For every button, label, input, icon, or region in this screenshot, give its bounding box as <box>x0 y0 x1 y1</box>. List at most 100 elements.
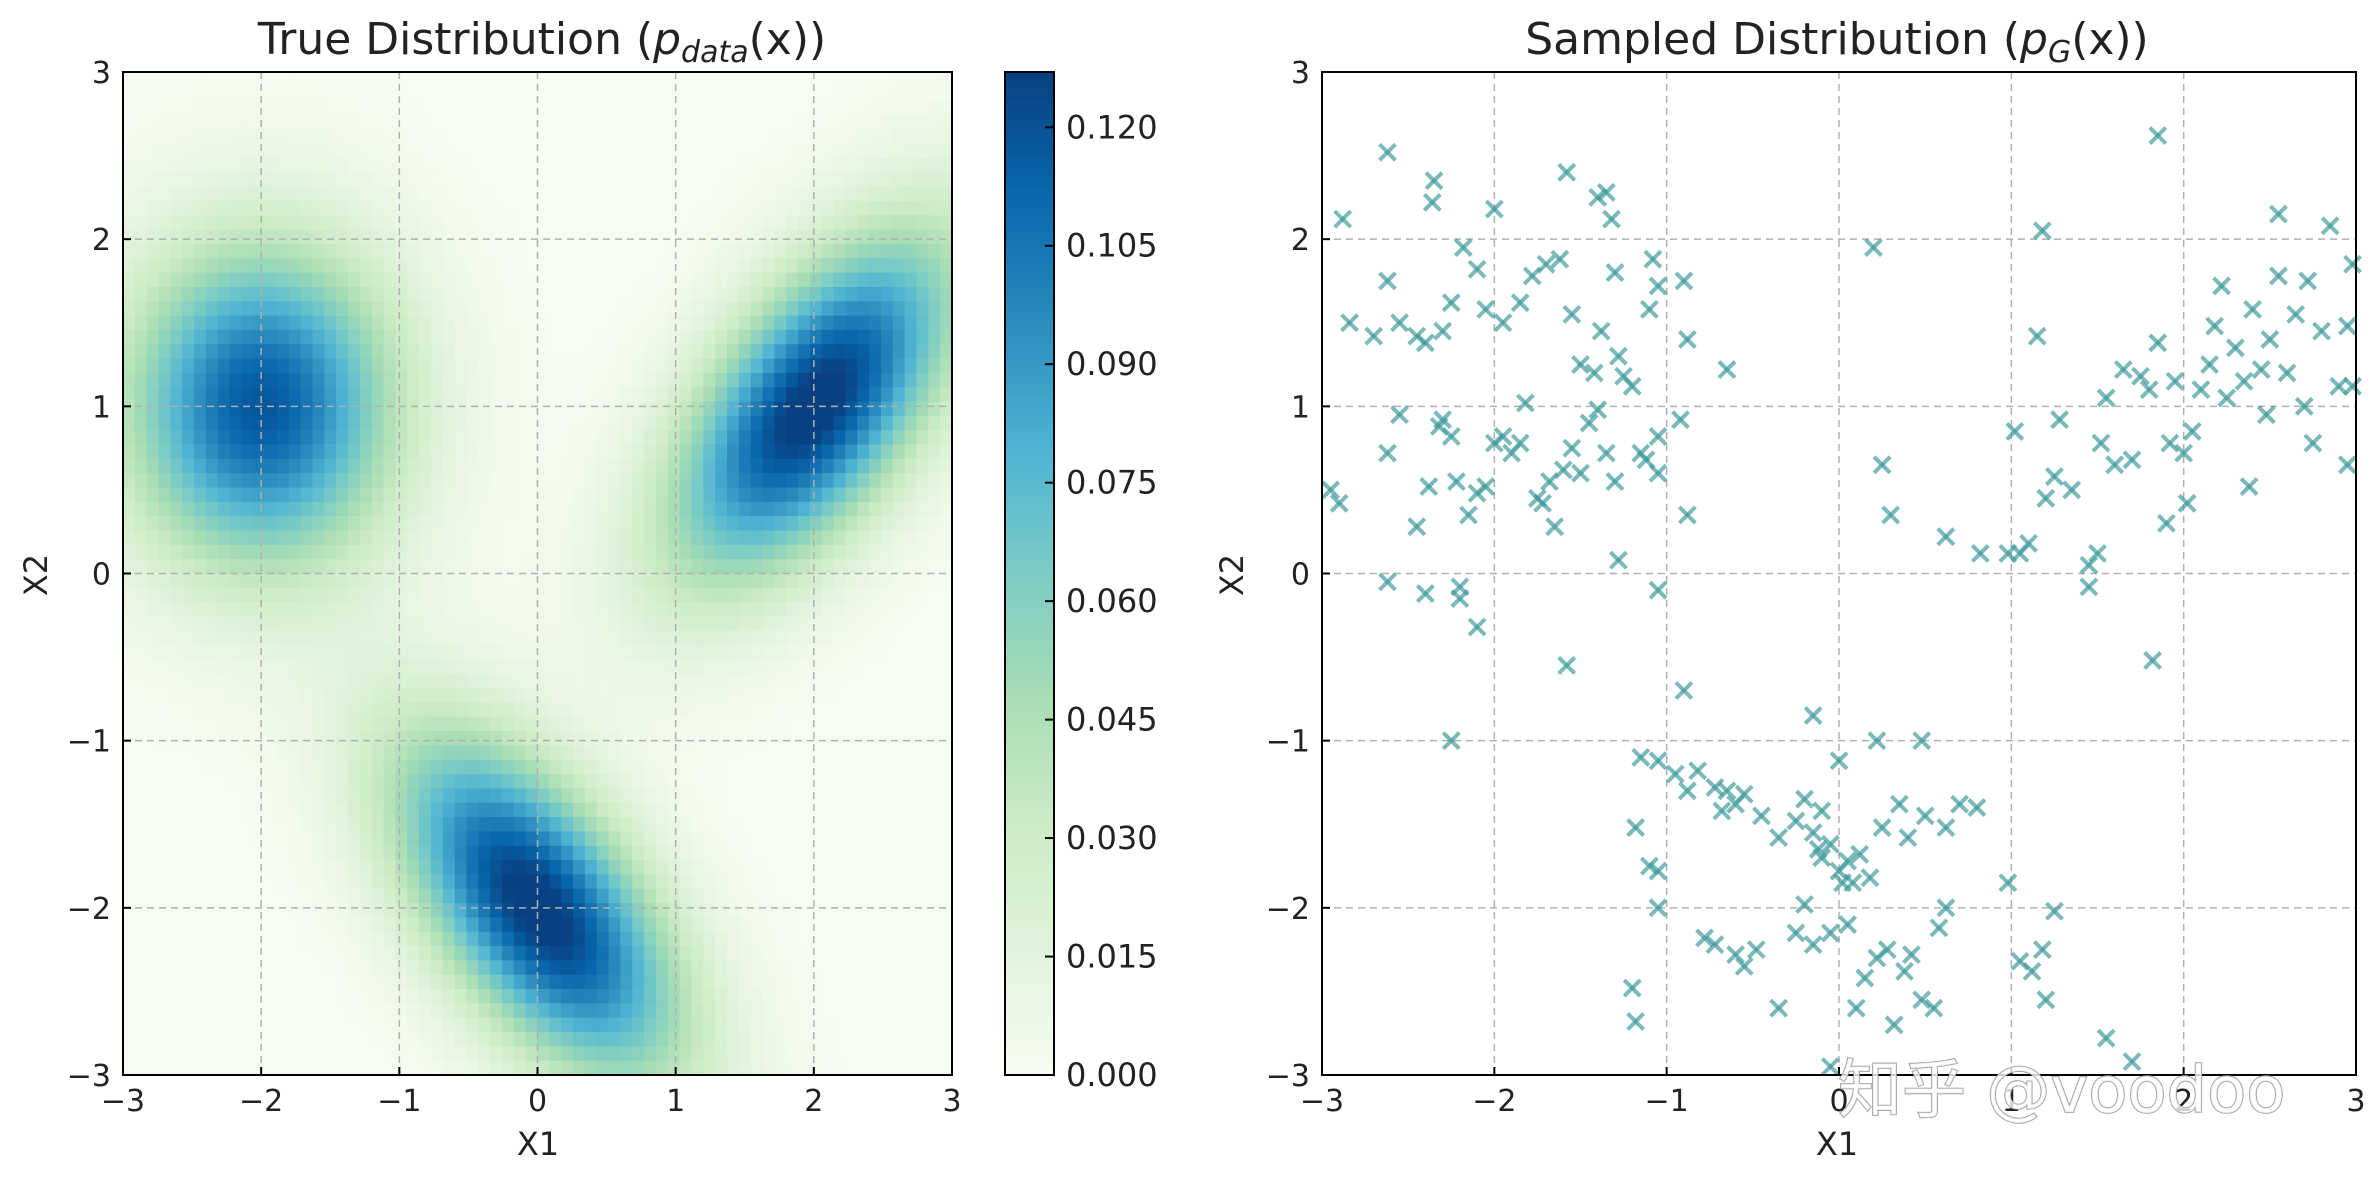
heatmap-cell <box>123 1060 136 1076</box>
heatmap-cell <box>490 645 503 661</box>
heatmap-cell <box>324 559 337 575</box>
heatmap-cell <box>857 344 870 360</box>
heatmap-cell <box>750 802 764 818</box>
heatmap-cell <box>205 286 219 303</box>
heatmap-cell <box>490 759 503 775</box>
heatmap-cell <box>383 430 397 446</box>
heatmap-cell <box>478 200 491 217</box>
heatmap-cell <box>276 329 290 346</box>
heatmap-cell <box>513 286 527 303</box>
heatmap-cell <box>265 845 278 861</box>
heatmap-cell <box>596 186 610 202</box>
heatmap-cell <box>324 243 337 260</box>
heatmap-cell <box>123 630 136 646</box>
heatmap-cell <box>478 788 491 804</box>
heatmap-cell <box>407 931 420 947</box>
heatmap-cell <box>217 645 231 661</box>
heatmap-cell <box>857 129 870 145</box>
heatmap-cell <box>821 845 835 861</box>
heatmap-cell <box>336 129 349 145</box>
heatmap-cell <box>430 544 444 560</box>
heatmap-cell <box>430 186 444 202</box>
heatmap-cell <box>549 401 562 417</box>
heatmap-cell <box>336 860 349 876</box>
x-tick-label: −1 <box>377 1084 421 1119</box>
heatmap-cell <box>241 129 255 145</box>
heatmap-cell <box>644 831 657 847</box>
heatmap-cell <box>928 888 941 904</box>
heatmap-cell <box>916 903 930 919</box>
heatmap-cell <box>229 329 243 346</box>
heatmap-cell <box>466 903 480 919</box>
heatmap-cell <box>454 358 468 374</box>
heatmap-cell <box>395 616 409 632</box>
heatmap-cell <box>679 659 693 675</box>
heatmap-cell <box>134 917 148 933</box>
heatmap-cell <box>182 602 195 618</box>
heatmap-cell <box>217 215 231 231</box>
heatmap-cell <box>596 759 610 775</box>
heatmap-cell <box>786 931 799 947</box>
heatmap-cell <box>904 659 918 675</box>
heatmap-cell <box>691 401 705 417</box>
heatmap-cell <box>928 329 941 346</box>
heatmap-cell <box>892 860 906 876</box>
heatmap-cell <box>667 458 681 474</box>
heatmap-cell <box>916 458 930 474</box>
heatmap-cell <box>620 200 634 217</box>
heatmap-cell <box>596 1017 610 1033</box>
heatmap-cell <box>265 1046 278 1062</box>
heatmap-cell <box>798 702 811 718</box>
heatmap-cell <box>430 530 444 546</box>
heatmap-cell <box>667 745 681 761</box>
heatmap-cell <box>182 731 195 747</box>
heatmap-cell <box>217 301 231 317</box>
colorbar-tick-label: 0.120 <box>1066 108 1158 146</box>
heatmap-cell <box>501 802 515 818</box>
heatmap-cell <box>194 487 207 503</box>
heatmap-cell <box>798 817 811 833</box>
heatmap-cell <box>809 401 823 417</box>
heatmap-cell <box>726 344 740 360</box>
heatmap-cell <box>632 946 645 962</box>
heatmap-cell <box>904 72 918 88</box>
heatmap-cell <box>300 845 314 861</box>
heatmap-cell <box>170 372 184 389</box>
heatmap-cell <box>869 903 882 919</box>
heatmap-cell <box>241 200 255 217</box>
heatmap-cell <box>644 903 657 919</box>
heatmap-cell <box>750 845 764 861</box>
heatmap-cell <box>442 258 456 274</box>
heatmap-cell <box>655 372 669 389</box>
heatmap-cell <box>182 387 195 403</box>
heatmap-cell <box>146 344 160 360</box>
heatmap-cell <box>359 817 373 833</box>
heatmap-cell <box>490 903 503 919</box>
heatmap-cell <box>774 215 787 231</box>
heatmap-cell <box>667 215 681 231</box>
heatmap-cell <box>525 200 539 217</box>
heatmap-cell <box>703 243 716 260</box>
heatmap-cell <box>442 129 456 145</box>
heatmap-cell <box>644 702 657 718</box>
heatmap-cell <box>158 544 172 560</box>
heatmap-cell <box>904 731 918 747</box>
colorbar-tick-label: 0.015 <box>1066 938 1158 976</box>
heatmap-cell <box>419 1046 432 1062</box>
heatmap-cell <box>371 1060 385 1076</box>
heatmap-cell <box>821 372 835 389</box>
heatmap-cell <box>762 258 776 274</box>
heatmap-cell <box>762 516 776 532</box>
heatmap-cell <box>892 516 906 532</box>
heatmap-cell <box>383 86 397 102</box>
heatmap-cell <box>170 759 184 775</box>
heatmap-cell <box>715 215 728 231</box>
heatmap-cell <box>194 745 207 761</box>
heatmap-cell <box>880 444 894 460</box>
heatmap-cell <box>123 415 136 432</box>
heatmap-cell <box>430 702 444 718</box>
heatmap-cell <box>798 1017 811 1033</box>
heatmap-cell <box>395 946 409 962</box>
heatmap-cell <box>501 559 515 575</box>
heatmap-cell <box>880 831 894 847</box>
